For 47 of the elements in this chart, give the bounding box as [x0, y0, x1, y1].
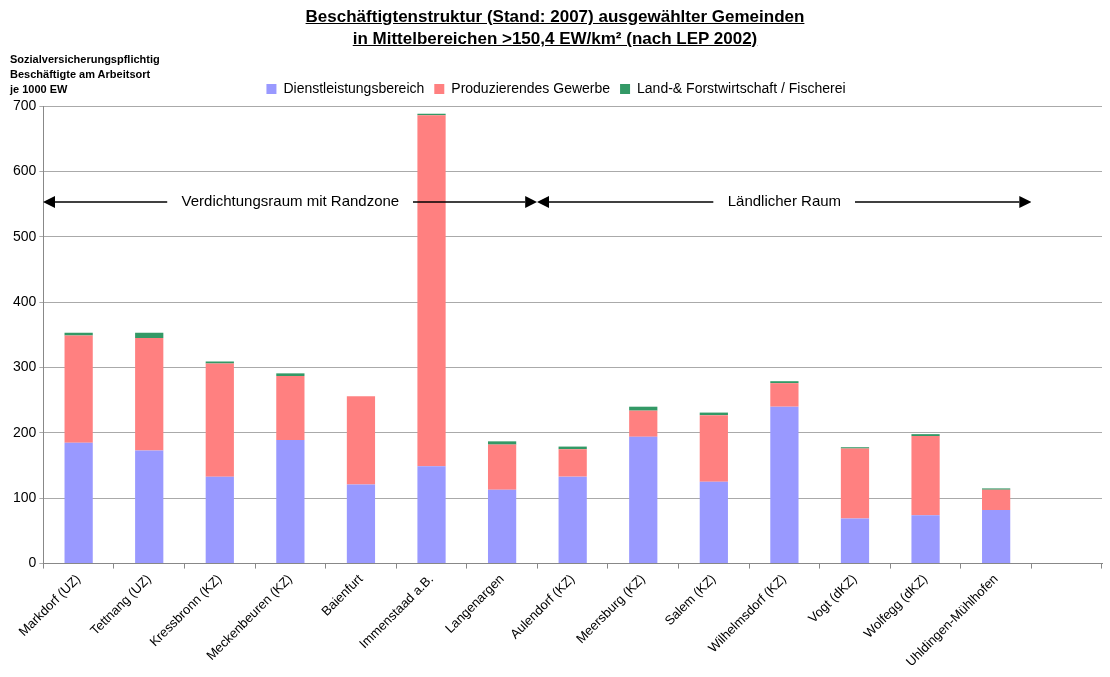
bar	[770, 383, 799, 407]
bar	[346, 396, 376, 485]
bar	[770, 406, 799, 564]
bar	[135, 450, 164, 564]
bar	[699, 481, 728, 564]
annotation: Ländlicher Raum	[727, 192, 842, 210]
bar	[276, 373, 305, 376]
chart-title: Beschäftigtenstruktur (Stand: 2007) ausgewählter Gemeinden in Mittelbereichen >150,4 EW/km² (nach LEP 2002)	[304, 6, 806, 50]
bar	[629, 436, 658, 564]
bar	[629, 406, 658, 411]
legend-label: Land-& Forstwirtschaft / Fischerei	[637, 79, 846, 96]
bar	[840, 518, 870, 564]
bar	[911, 436, 940, 516]
bar	[64, 335, 93, 443]
bar	[982, 489, 1011, 510]
y-tick-label: 0	[28, 554, 37, 571]
bar	[982, 509, 1011, 564]
bar	[276, 440, 305, 564]
annotation: Verdichtungsraum mit Randzone	[181, 192, 400, 210]
y-tick-label: 300	[13, 358, 37, 375]
bar	[205, 363, 234, 477]
bar	[417, 466, 446, 564]
y-tick-label: 200	[13, 423, 37, 440]
bar	[205, 476, 234, 564]
bar	[487, 441, 517, 445]
legend-label: Produzierendes Gewerbe	[451, 79, 611, 96]
bar	[911, 515, 940, 564]
legend-label: Dienstleistungsbereich	[283, 79, 425, 96]
y-tick-label: 600	[13, 162, 37, 179]
y-tick-label: 400	[13, 292, 37, 309]
bar	[135, 332, 164, 339]
bar	[558, 449, 587, 477]
bar	[135, 338, 164, 451]
bar	[487, 489, 517, 564]
y-tick-label: 700	[13, 96, 37, 113]
bar	[417, 115, 446, 467]
bar	[346, 484, 376, 564]
bar	[558, 476, 587, 564]
y-tick-label: 500	[13, 227, 37, 244]
bar	[699, 415, 728, 482]
bar	[629, 410, 658, 437]
y-axis-title: Sozialversicherungspflichtig Beschäftigte am Arbeitsort je 1000 EW	[10, 52, 160, 97]
bar	[276, 375, 305, 441]
y-tick-label: 100	[13, 489, 37, 506]
bar	[487, 444, 517, 490]
bar	[840, 448, 870, 519]
bar	[64, 442, 93, 564]
